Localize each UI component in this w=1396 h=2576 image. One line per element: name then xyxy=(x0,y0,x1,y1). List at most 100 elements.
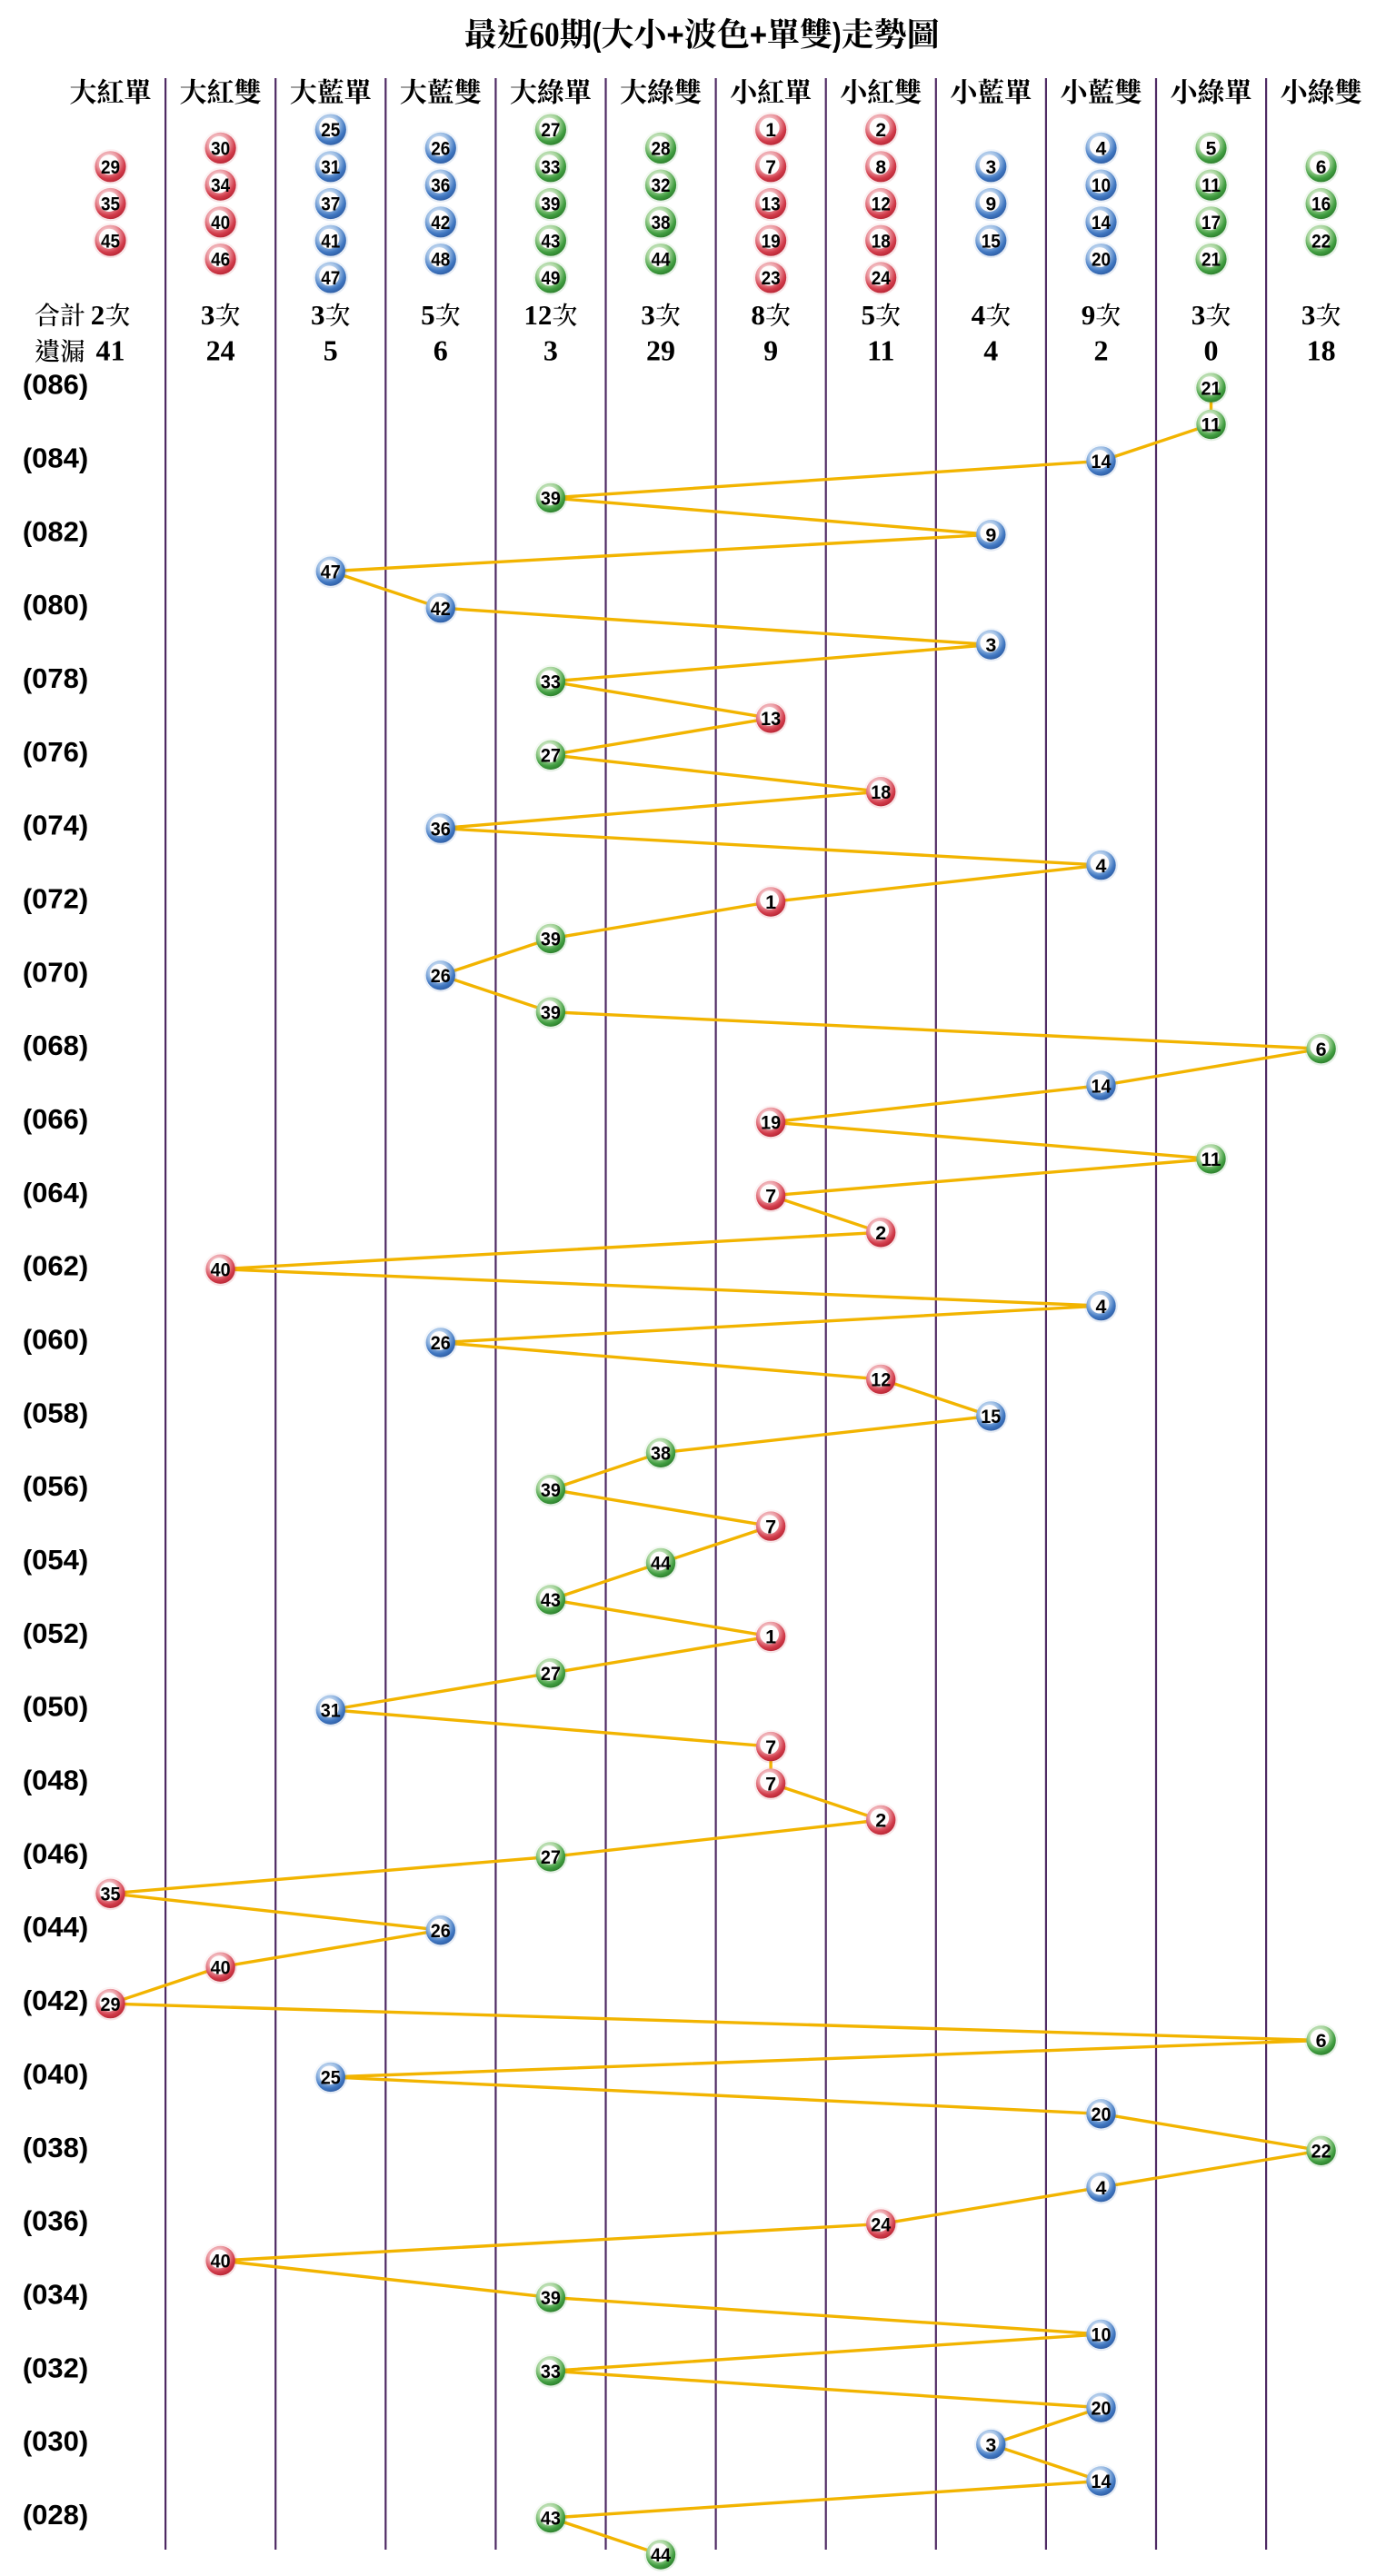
svg-text:60: 60 xyxy=(529,16,559,55)
svg-text:14: 14 xyxy=(1092,451,1112,472)
svg-text:(080): (080) xyxy=(23,589,88,621)
svg-text:33: 33 xyxy=(541,2361,561,2382)
svg-text:7: 7 xyxy=(765,1773,776,1795)
svg-text:40: 40 xyxy=(211,2251,231,2273)
svg-text:25: 25 xyxy=(321,2067,341,2089)
svg-text:(068): (068) xyxy=(23,1029,88,1061)
svg-text:15: 15 xyxy=(982,231,1001,252)
svg-text:7: 7 xyxy=(765,1736,776,1758)
svg-text:44: 44 xyxy=(652,250,671,271)
svg-text:18: 18 xyxy=(1307,334,1336,367)
svg-text:27: 27 xyxy=(541,120,560,141)
svg-text:3: 3 xyxy=(311,299,325,331)
svg-text:(036): (036) xyxy=(23,2205,88,2237)
svg-text:+: + xyxy=(666,16,683,54)
svg-text:16: 16 xyxy=(1311,194,1331,215)
svg-text:37: 37 xyxy=(321,194,340,215)
svg-text:35: 35 xyxy=(101,1884,121,1905)
svg-text:9: 9 xyxy=(1082,299,1096,331)
svg-text:8: 8 xyxy=(875,157,886,178)
svg-text:7: 7 xyxy=(765,1516,776,1537)
svg-text:13: 13 xyxy=(761,708,781,730)
svg-text:42: 42 xyxy=(431,598,451,620)
svg-text:31: 31 xyxy=(321,1699,341,1721)
svg-text:(: ( xyxy=(593,16,602,54)
svg-text:6: 6 xyxy=(1316,157,1327,178)
svg-text:12: 12 xyxy=(871,1369,891,1391)
svg-text:6: 6 xyxy=(1316,1039,1327,1060)
svg-text:3: 3 xyxy=(1192,299,1206,331)
svg-text:(062): (062) xyxy=(23,1250,88,1282)
svg-text:(030): (030) xyxy=(23,2425,88,2457)
svg-text:(070): (070) xyxy=(23,956,88,988)
svg-text:28: 28 xyxy=(652,139,671,160)
svg-text:(072): (072) xyxy=(23,883,88,915)
svg-text:18: 18 xyxy=(872,231,891,252)
svg-text:9: 9 xyxy=(985,524,996,546)
svg-text:(054): (054) xyxy=(23,1544,88,1576)
svg-text:+: + xyxy=(750,16,767,54)
svg-text:(084): (084) xyxy=(23,442,88,473)
svg-text:4: 4 xyxy=(1096,139,1107,160)
svg-text:27: 27 xyxy=(541,1846,561,1868)
svg-text:26: 26 xyxy=(431,965,451,987)
svg-text:(034): (034) xyxy=(23,2278,88,2310)
svg-text:20: 20 xyxy=(1092,2397,1112,2419)
svg-text:4: 4 xyxy=(972,299,986,331)
svg-text:17: 17 xyxy=(1202,213,1221,234)
svg-text:14: 14 xyxy=(1092,213,1111,234)
svg-text:2: 2 xyxy=(875,120,886,141)
svg-text:11: 11 xyxy=(1202,414,1222,436)
svg-text:): ) xyxy=(833,16,842,54)
svg-text:(060): (060) xyxy=(23,1324,88,1356)
svg-text:12: 12 xyxy=(872,194,891,215)
svg-text:41: 41 xyxy=(321,231,340,252)
svg-text:18: 18 xyxy=(871,781,891,803)
svg-text:2: 2 xyxy=(1094,334,1109,367)
svg-text:34: 34 xyxy=(211,175,230,196)
svg-text:29: 29 xyxy=(101,1994,121,2015)
svg-text:33: 33 xyxy=(541,671,561,693)
svg-text:(064): (064) xyxy=(23,1177,88,1208)
svg-text:47: 47 xyxy=(321,268,340,289)
svg-text:45: 45 xyxy=(101,231,120,252)
svg-text:21: 21 xyxy=(1202,250,1221,271)
svg-text:15: 15 xyxy=(981,1406,1001,1427)
svg-text:2: 2 xyxy=(875,1810,886,1832)
svg-text:(046): (046) xyxy=(23,1837,88,1869)
svg-text:3: 3 xyxy=(543,334,558,367)
svg-text:42: 42 xyxy=(431,213,450,234)
svg-text:(048): (048) xyxy=(23,1765,88,1796)
svg-text:4: 4 xyxy=(1096,2177,1107,2199)
svg-text:(038): (038) xyxy=(23,2132,88,2163)
svg-text:11: 11 xyxy=(1202,1149,1222,1170)
svg-text:10: 10 xyxy=(1092,2324,1112,2346)
svg-text:27: 27 xyxy=(541,745,561,767)
svg-text:(032): (032) xyxy=(23,2352,88,2383)
svg-text:(076): (076) xyxy=(23,736,88,768)
svg-text:43: 43 xyxy=(541,2508,561,2530)
svg-text:25: 25 xyxy=(321,120,340,141)
svg-text:7: 7 xyxy=(765,157,776,178)
svg-text:6: 6 xyxy=(434,334,448,367)
svg-text:39: 39 xyxy=(541,1001,561,1023)
svg-text:26: 26 xyxy=(431,1332,451,1354)
svg-text:5: 5 xyxy=(862,299,876,331)
svg-text:20: 20 xyxy=(1092,250,1111,271)
svg-text:5: 5 xyxy=(421,299,435,331)
svg-text:43: 43 xyxy=(541,231,560,252)
svg-text:13: 13 xyxy=(762,194,781,215)
svg-text:36: 36 xyxy=(431,818,451,840)
svg-text:(056): (056) xyxy=(23,1470,88,1502)
svg-text:39: 39 xyxy=(541,929,561,950)
svg-text:11: 11 xyxy=(1202,175,1221,196)
svg-text:21: 21 xyxy=(1202,377,1222,399)
svg-text:30: 30 xyxy=(211,139,230,160)
svg-text:(082): (082) xyxy=(23,515,88,547)
svg-text:19: 19 xyxy=(762,231,781,252)
svg-text:40: 40 xyxy=(211,213,230,234)
svg-text:40: 40 xyxy=(211,1258,231,1280)
svg-text:(078): (078) xyxy=(23,662,88,694)
svg-text:2: 2 xyxy=(91,299,105,331)
svg-text:49: 49 xyxy=(541,268,560,289)
